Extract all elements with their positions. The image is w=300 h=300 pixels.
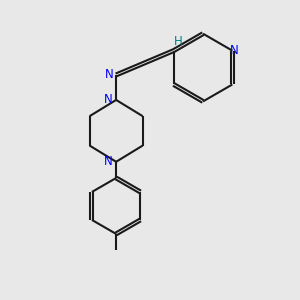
Text: N: N xyxy=(230,44,238,57)
Text: H: H xyxy=(174,35,182,48)
Text: N: N xyxy=(104,68,113,81)
Text: N: N xyxy=(103,155,112,168)
Text: N: N xyxy=(103,93,112,106)
